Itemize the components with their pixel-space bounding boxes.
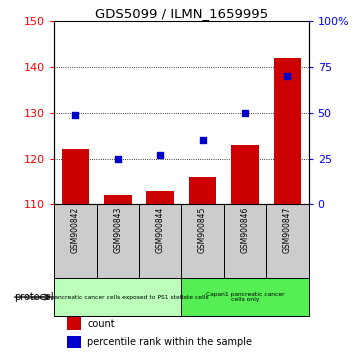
- Point: [242, 110, 248, 116]
- Bar: [139, 205, 181, 278]
- Point: [284, 73, 290, 79]
- Text: GSM900842: GSM900842: [71, 207, 80, 253]
- Text: count: count: [87, 319, 115, 329]
- Point: [157, 152, 163, 158]
- Title: GDS5099 / ILMN_1659995: GDS5099 / ILMN_1659995: [95, 7, 268, 20]
- Point: [73, 112, 78, 118]
- Bar: [67, 336, 81, 348]
- Text: GSM900847: GSM900847: [283, 207, 292, 253]
- Bar: [189, 177, 216, 204]
- Text: protocol: protocol: [14, 292, 54, 302]
- Bar: [274, 58, 301, 204]
- Bar: [54, 205, 96, 278]
- Text: GSM900844: GSM900844: [156, 207, 165, 253]
- Point: [200, 137, 205, 143]
- Bar: [147, 191, 174, 204]
- Text: GSM900843: GSM900843: [113, 207, 122, 253]
- Bar: [224, 205, 266, 278]
- Text: percentile rank within the sample: percentile rank within the sample: [87, 337, 252, 347]
- Bar: [181, 278, 309, 316]
- Bar: [96, 205, 139, 278]
- Bar: [181, 205, 224, 278]
- Text: GSM900845: GSM900845: [198, 207, 207, 253]
- Bar: [67, 317, 81, 330]
- Text: GSM900846: GSM900846: [240, 207, 249, 253]
- Point: [115, 156, 121, 161]
- Bar: [104, 195, 131, 204]
- Bar: [266, 205, 309, 278]
- Bar: [54, 278, 181, 316]
- Text: Capan1 pancreatic cancer
cells only: Capan1 pancreatic cancer cells only: [206, 292, 284, 302]
- Text: Capan1 pancreatic cancer cells exposed to PS1 stellate cells: Capan1 pancreatic cancer cells exposed t…: [26, 295, 209, 299]
- Bar: [62, 149, 89, 204]
- Bar: [231, 145, 259, 204]
